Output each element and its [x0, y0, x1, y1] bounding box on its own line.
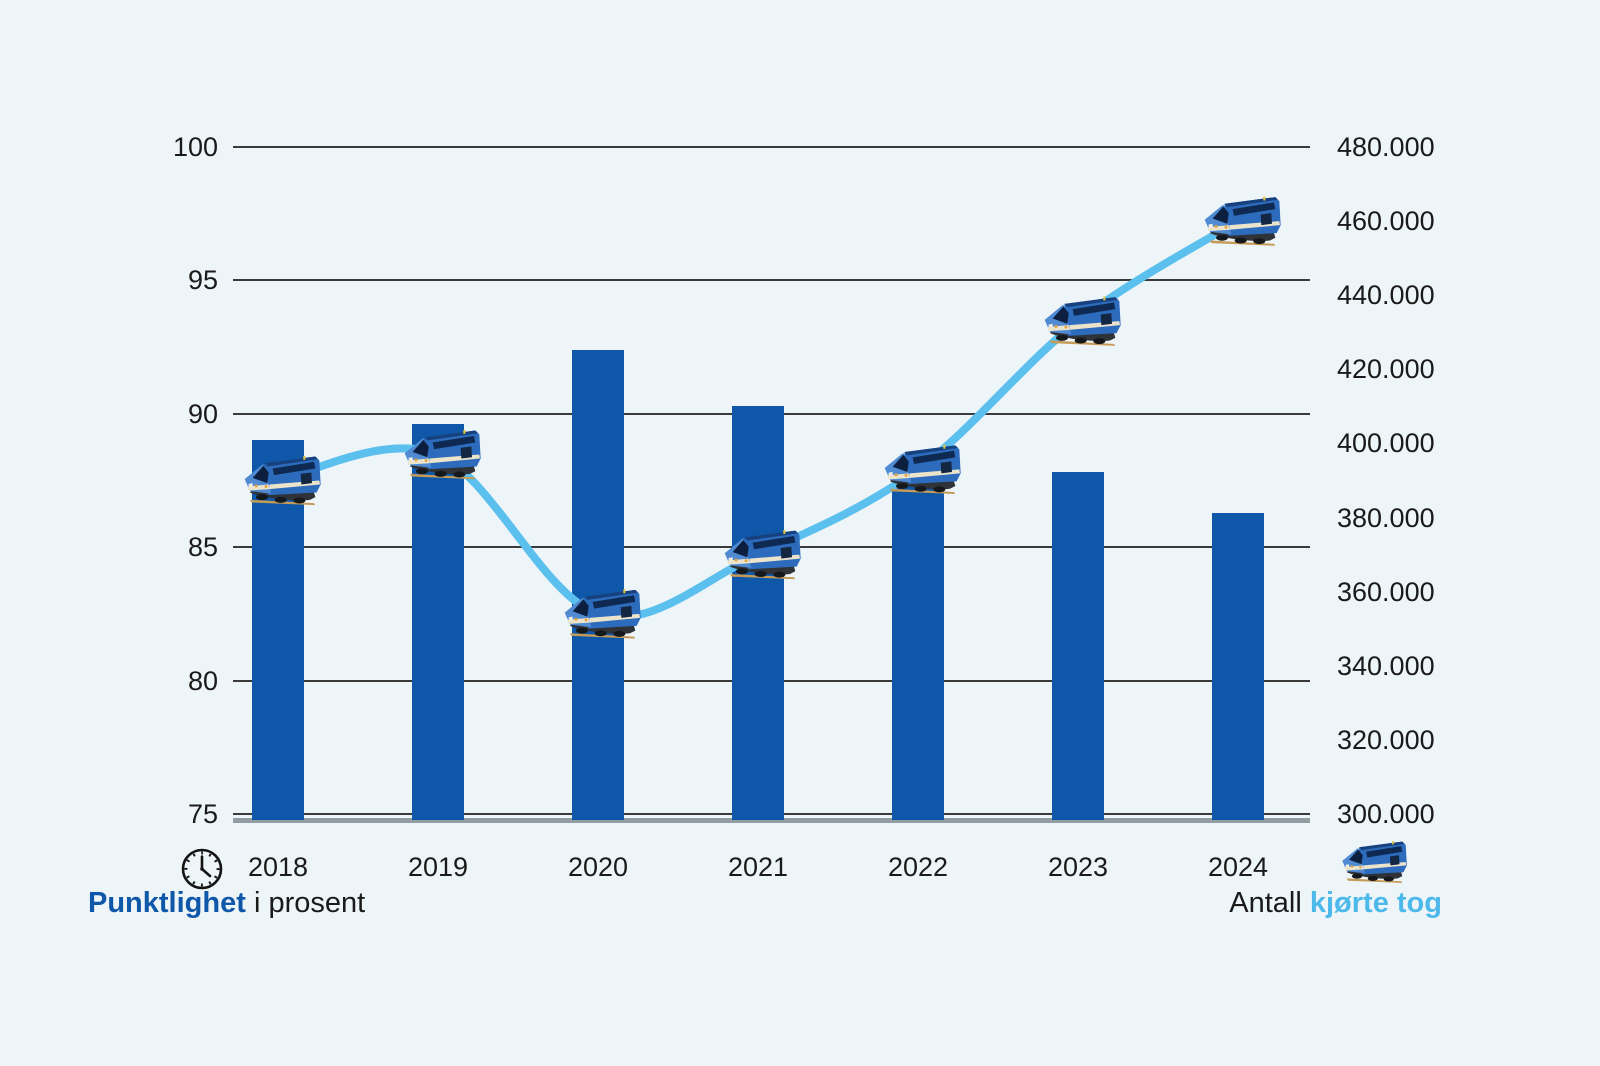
x-label-2018: 2018 — [247, 852, 309, 882]
right-axis-tick: 460.000 — [1337, 206, 1435, 237]
bar-2023 — [1052, 472, 1104, 820]
train-marker-2024 — [1204, 196, 1281, 246]
x-label-2023: 2023 — [1047, 852, 1109, 882]
right-axis-tick: 380.000 — [1337, 502, 1435, 533]
bar-2022 — [892, 480, 944, 820]
left-axis-tick: 80 — [187, 665, 218, 696]
right-axis-tick: 320.000 — [1337, 724, 1435, 755]
left-axis-tick: 100 — [172, 132, 218, 162]
x-label-2022: 2022 — [887, 852, 949, 882]
x-label-2021: 2021 — [727, 852, 789, 882]
left-axis-tick: 95 — [187, 265, 218, 296]
bar-2020 — [572, 349, 624, 820]
right-legend-bold: kjørte tog — [1309, 887, 1442, 919]
right-axis-tick: 420.000 — [1337, 354, 1435, 385]
right-legend-plain: Antall — [1229, 887, 1310, 919]
x-axis-baseline — [233, 818, 1310, 823]
bar-2021 — [732, 405, 784, 820]
right-axis-tick: 400.000 — [1337, 428, 1435, 459]
left-axis-tick: 85 — [187, 532, 218, 563]
x-label-2020: 2020 — [567, 852, 629, 882]
left-axis-legend: Punktlighet i prosent — [88, 886, 365, 920]
left-legend-rest: i prosent — [245, 887, 366, 919]
left-axis-tick: 90 — [187, 398, 218, 429]
right-axis-tick: 300.000 — [1337, 799, 1435, 829]
train-icon — [1340, 838, 1408, 886]
train-marker-2023 — [1044, 296, 1121, 346]
right-axis-tick: 440.000 — [1337, 280, 1435, 311]
right-axis-tick: 340.000 — [1337, 650, 1435, 681]
left-legend-bold: Punktlighet — [88, 887, 246, 919]
bar-2024 — [1212, 512, 1264, 820]
left-axis-tick: 75 — [187, 799, 218, 829]
right-axis-tick: 480.000 — [1337, 132, 1435, 162]
gridline — [233, 279, 1310, 282]
x-label-2019: 2019 — [407, 852, 469, 882]
gridline — [233, 146, 1310, 148]
bar-2018 — [252, 440, 304, 820]
right-axis-legend: Antall kjørte tog — [1229, 886, 1442, 920]
x-label-2024: 2024 — [1207, 852, 1269, 882]
right-axis-tick: 360.000 — [1337, 576, 1435, 607]
bar-2019 — [412, 424, 464, 820]
